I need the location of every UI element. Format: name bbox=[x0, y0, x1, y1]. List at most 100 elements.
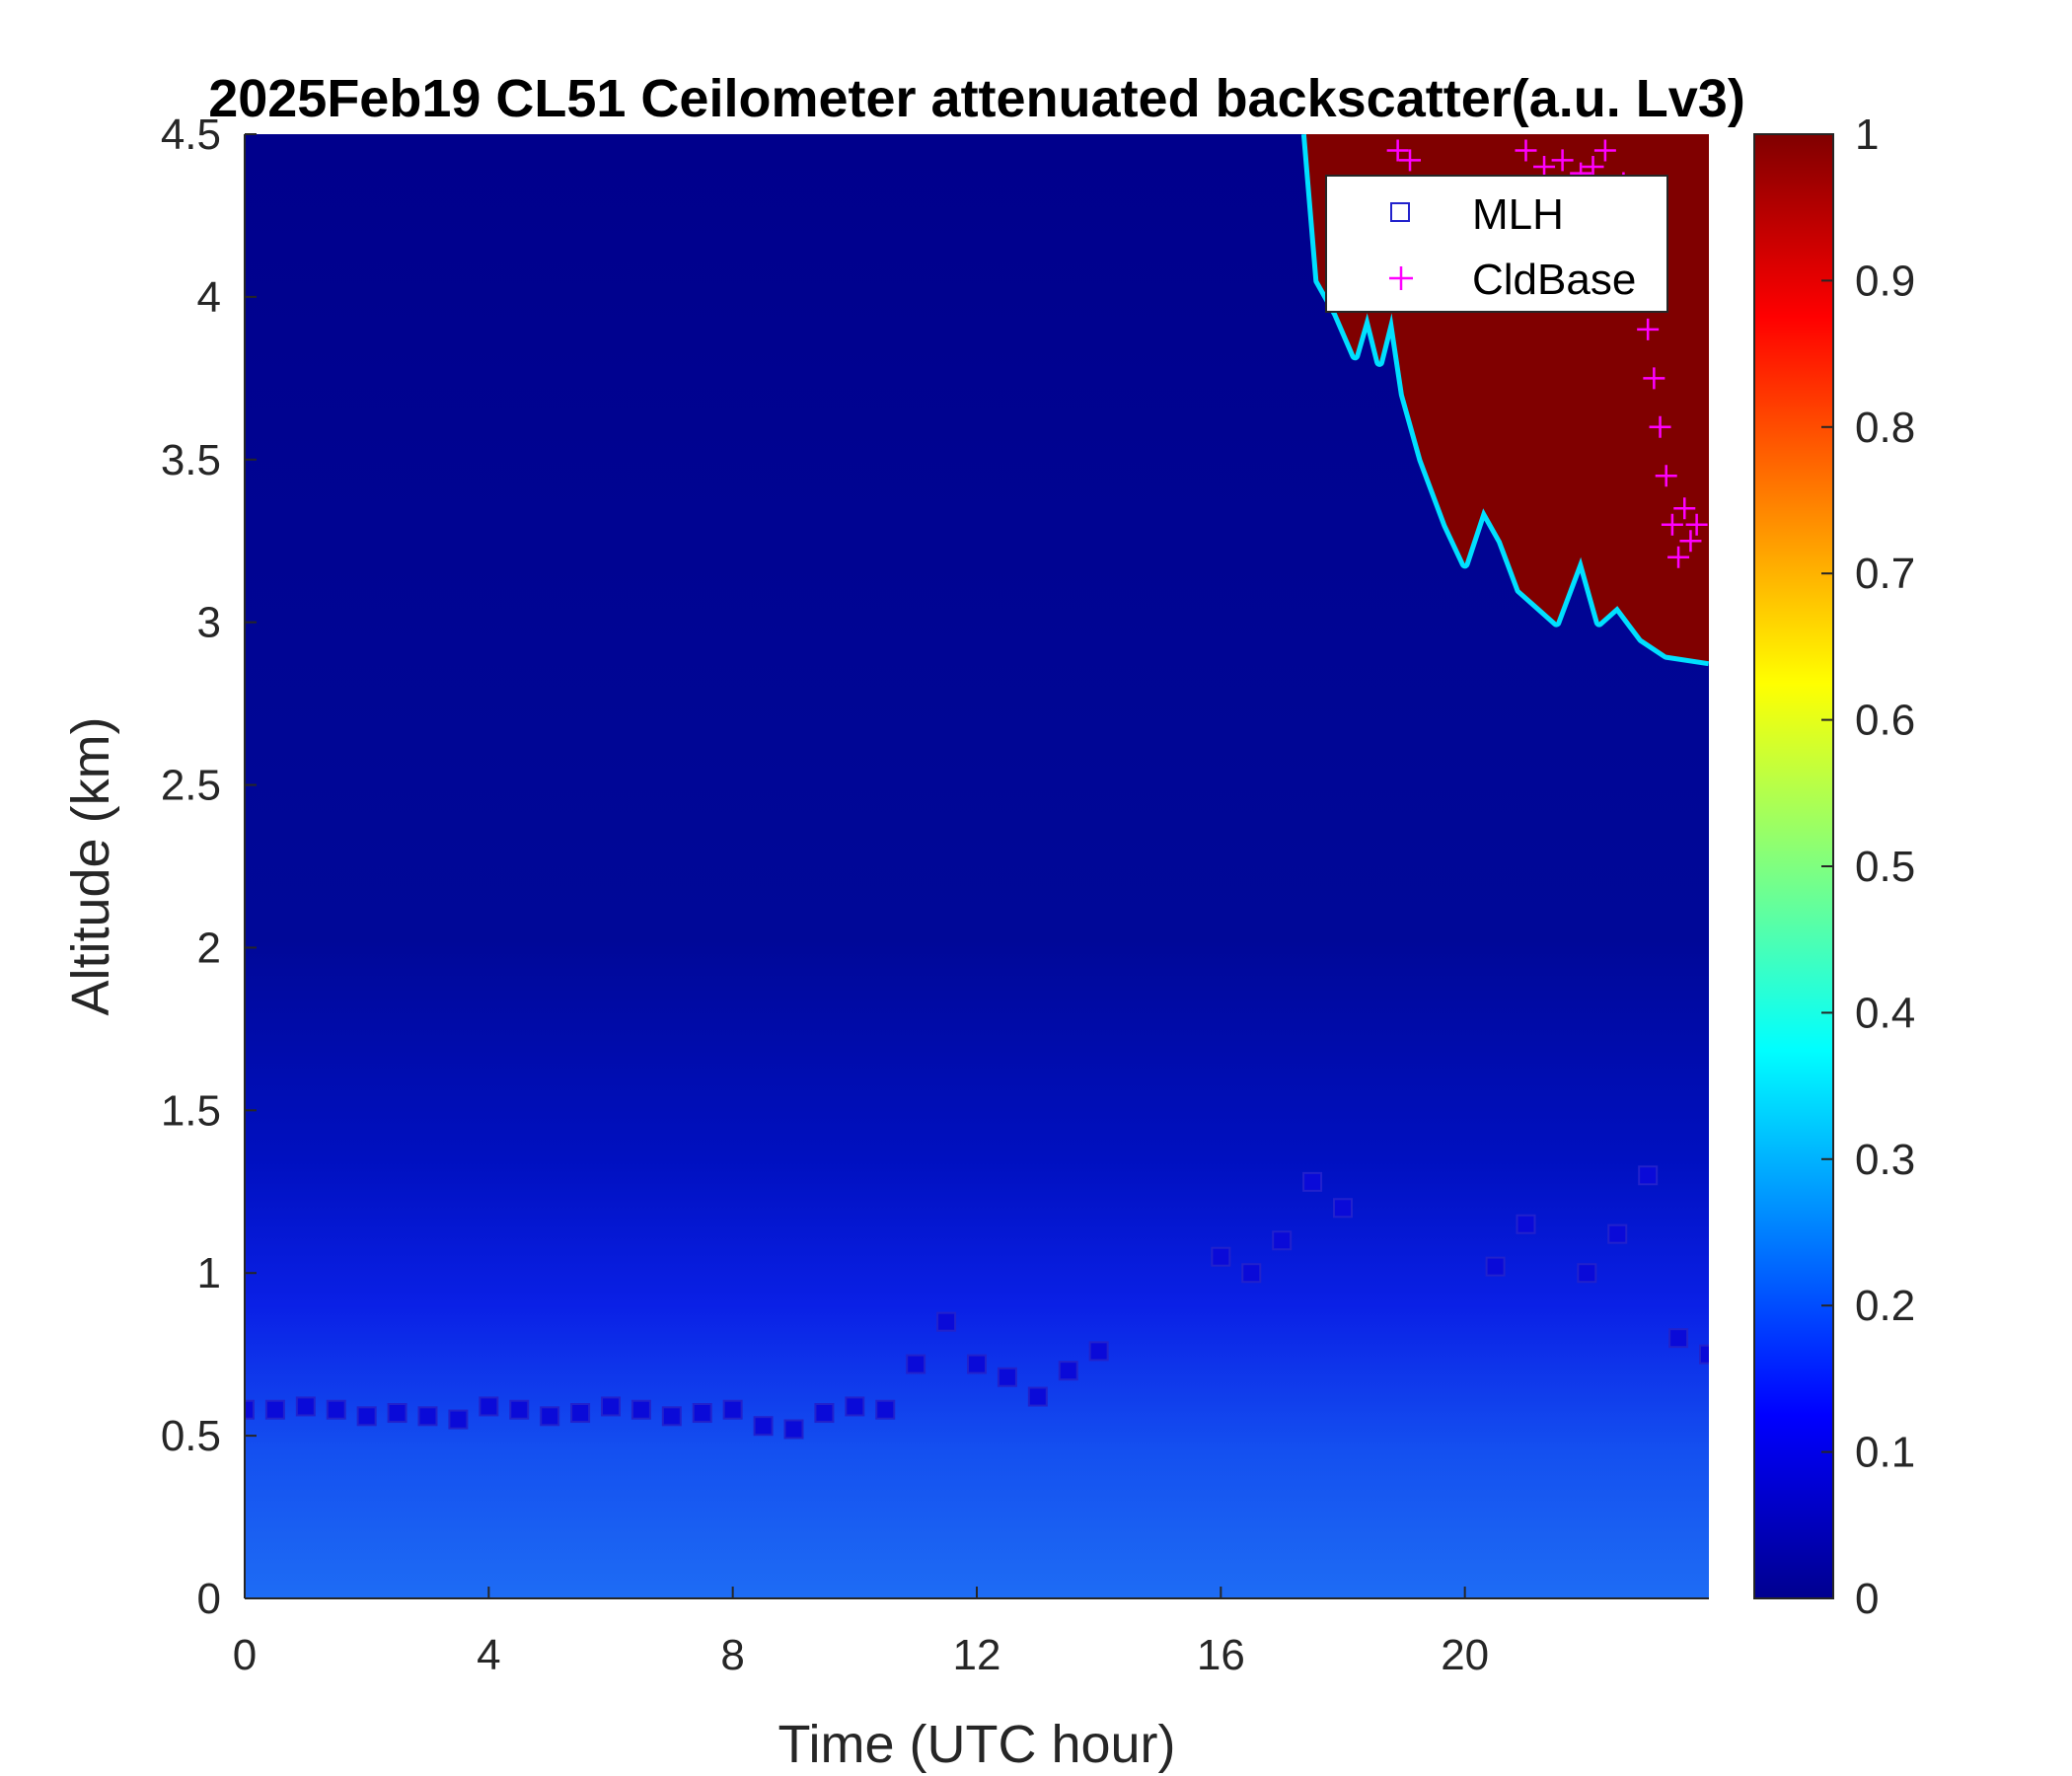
mlh-point bbox=[1272, 1230, 1293, 1251]
colorbar-tick-label: 0.5 bbox=[1855, 843, 1915, 891]
cldbase-point bbox=[1386, 139, 1409, 162]
plot-area bbox=[245, 134, 1709, 1598]
y-tick-label: 3.5 bbox=[161, 436, 221, 484]
mlh-point bbox=[753, 1416, 774, 1437]
y-tick-label: 2.5 bbox=[161, 762, 221, 810]
mlh-point bbox=[326, 1399, 346, 1420]
mlh-point bbox=[245, 1399, 255, 1420]
colorbar: 0 0.1 0.2 0.3 0.4 0.5 0.6 0.7 0.8 0.9 1 bbox=[1753, 111, 1915, 1623]
cldbase-point bbox=[1593, 139, 1616, 162]
mlh-point bbox=[661, 1406, 682, 1427]
colorbar-tick-label: 0 bbox=[1855, 1575, 1879, 1623]
mlh-series bbox=[245, 1165, 1709, 1440]
colorbar-tick-label: 0.4 bbox=[1855, 989, 1915, 1037]
mlh-point bbox=[783, 1419, 804, 1440]
cldbase-point bbox=[1582, 155, 1604, 178]
mlh-point bbox=[967, 1354, 987, 1374]
cldbase-point bbox=[1667, 546, 1690, 568]
mlh-point bbox=[387, 1403, 407, 1424]
chart-title: 2025Feb19 CL51 Ceilometer attenuated bac… bbox=[208, 69, 1745, 128]
legend-label-mlh: MLH bbox=[1472, 190, 1564, 239]
mlh-point bbox=[1485, 1256, 1506, 1277]
cldbase-point bbox=[1679, 530, 1702, 553]
x-axis-label: Time (UTC hour) bbox=[777, 1715, 1175, 1774]
mlh-point bbox=[1302, 1171, 1323, 1192]
mlh-point bbox=[1333, 1198, 1353, 1219]
x-tick-label: 8 bbox=[720, 1631, 744, 1679]
mlh-point bbox=[906, 1354, 926, 1374]
y-tick-label: 1 bbox=[197, 1249, 221, 1297]
x-tick-label: 20 bbox=[1441, 1631, 1489, 1679]
y-axis-label: Altitude (km) bbox=[61, 716, 120, 1015]
colorbar-tick-label: 0.3 bbox=[1855, 1136, 1915, 1184]
mlh-point bbox=[1607, 1223, 1628, 1244]
cldbase-legend-marker bbox=[1389, 266, 1413, 290]
cldbase-point bbox=[1515, 139, 1537, 162]
x-tick-label: 16 bbox=[1197, 1631, 1245, 1679]
mlh-point bbox=[1058, 1361, 1078, 1381]
mlh-point bbox=[722, 1399, 743, 1420]
mlh-point bbox=[295, 1396, 316, 1417]
y-tick-label: 0.5 bbox=[161, 1412, 221, 1460]
mlh-point bbox=[692, 1403, 712, 1424]
mlh-point bbox=[479, 1396, 499, 1417]
cldbase-point bbox=[1551, 149, 1574, 172]
y-tick-label: 4 bbox=[197, 273, 221, 322]
mlh-point bbox=[1638, 1165, 1659, 1186]
cldbase-point bbox=[1649, 415, 1671, 438]
mlh-point bbox=[1699, 1344, 1709, 1365]
cldbase-point bbox=[1655, 465, 1677, 487]
legend-label-cldbase: CldBase bbox=[1472, 256, 1636, 304]
mlh-point bbox=[570, 1403, 591, 1424]
mlh-point bbox=[1516, 1214, 1536, 1234]
y-ticks: 0 0.5 1 1.5 2 2.5 3 3.5 4 4.5 bbox=[161, 111, 257, 1623]
mlh-point bbox=[1027, 1386, 1048, 1407]
cldbase-point bbox=[1685, 513, 1708, 536]
mlh-point bbox=[997, 1367, 1017, 1387]
mlh-point bbox=[1668, 1328, 1689, 1349]
y-tick-label: 3 bbox=[197, 599, 221, 647]
mlh-legend-marker bbox=[1390, 202, 1410, 222]
y-tick-label: 4.5 bbox=[161, 111, 221, 159]
mlh-point bbox=[601, 1396, 621, 1417]
mlh-point bbox=[814, 1403, 835, 1424]
mlh-point bbox=[845, 1396, 865, 1417]
colorbar-tick-label: 0.2 bbox=[1855, 1282, 1915, 1330]
mlh-point bbox=[509, 1399, 530, 1420]
mlh-point bbox=[875, 1399, 896, 1420]
mlh-point bbox=[356, 1406, 377, 1427]
cldbase-point bbox=[1637, 318, 1660, 340]
legend-box bbox=[1325, 175, 1668, 313]
colorbar-tick-label: 0.9 bbox=[1855, 257, 1915, 305]
y-tick-label: 1.5 bbox=[161, 1086, 221, 1135]
colorbar-tick-label: 1 bbox=[1855, 111, 1879, 159]
colorbar-tick-label: 0.7 bbox=[1855, 550, 1915, 598]
x-tick-label: 0 bbox=[233, 1631, 257, 1679]
mlh-point bbox=[1211, 1246, 1231, 1267]
mlh-point bbox=[540, 1406, 560, 1427]
mlh-point bbox=[264, 1399, 285, 1420]
mlh-point bbox=[1241, 1263, 1262, 1284]
colorbar-tick-label: 0.1 bbox=[1855, 1429, 1915, 1477]
x-ticks: 0 4 8 12 16 20 bbox=[233, 1587, 1489, 1679]
mlh-point bbox=[448, 1409, 469, 1430]
x-tick-label: 4 bbox=[477, 1631, 500, 1679]
y-tick-label: 0 bbox=[197, 1575, 221, 1623]
colorbar-tick-label: 0.8 bbox=[1855, 404, 1915, 452]
cldbase-point bbox=[1399, 149, 1422, 172]
cldbase-point bbox=[1661, 513, 1683, 536]
y-tick-label: 2 bbox=[197, 924, 221, 972]
mlh-point bbox=[417, 1406, 438, 1427]
cldbase-point bbox=[1643, 367, 1665, 390]
colorbar-ticks: 0 0.1 0.2 0.3 0.4 0.5 0.6 0.7 0.8 0.9 1 bbox=[1821, 111, 1915, 1623]
mlh-point bbox=[936, 1311, 957, 1332]
colorbar-scale bbox=[1753, 133, 1834, 1599]
colorbar-tick-label: 0.6 bbox=[1855, 697, 1915, 745]
x-tick-label: 12 bbox=[953, 1631, 1001, 1679]
cloud-edge bbox=[1300, 134, 1709, 667]
mlh-point bbox=[1088, 1341, 1109, 1362]
mlh-point bbox=[1577, 1263, 1597, 1284]
cldbase-point bbox=[1533, 155, 1556, 178]
cldbase-point bbox=[1673, 497, 1696, 520]
